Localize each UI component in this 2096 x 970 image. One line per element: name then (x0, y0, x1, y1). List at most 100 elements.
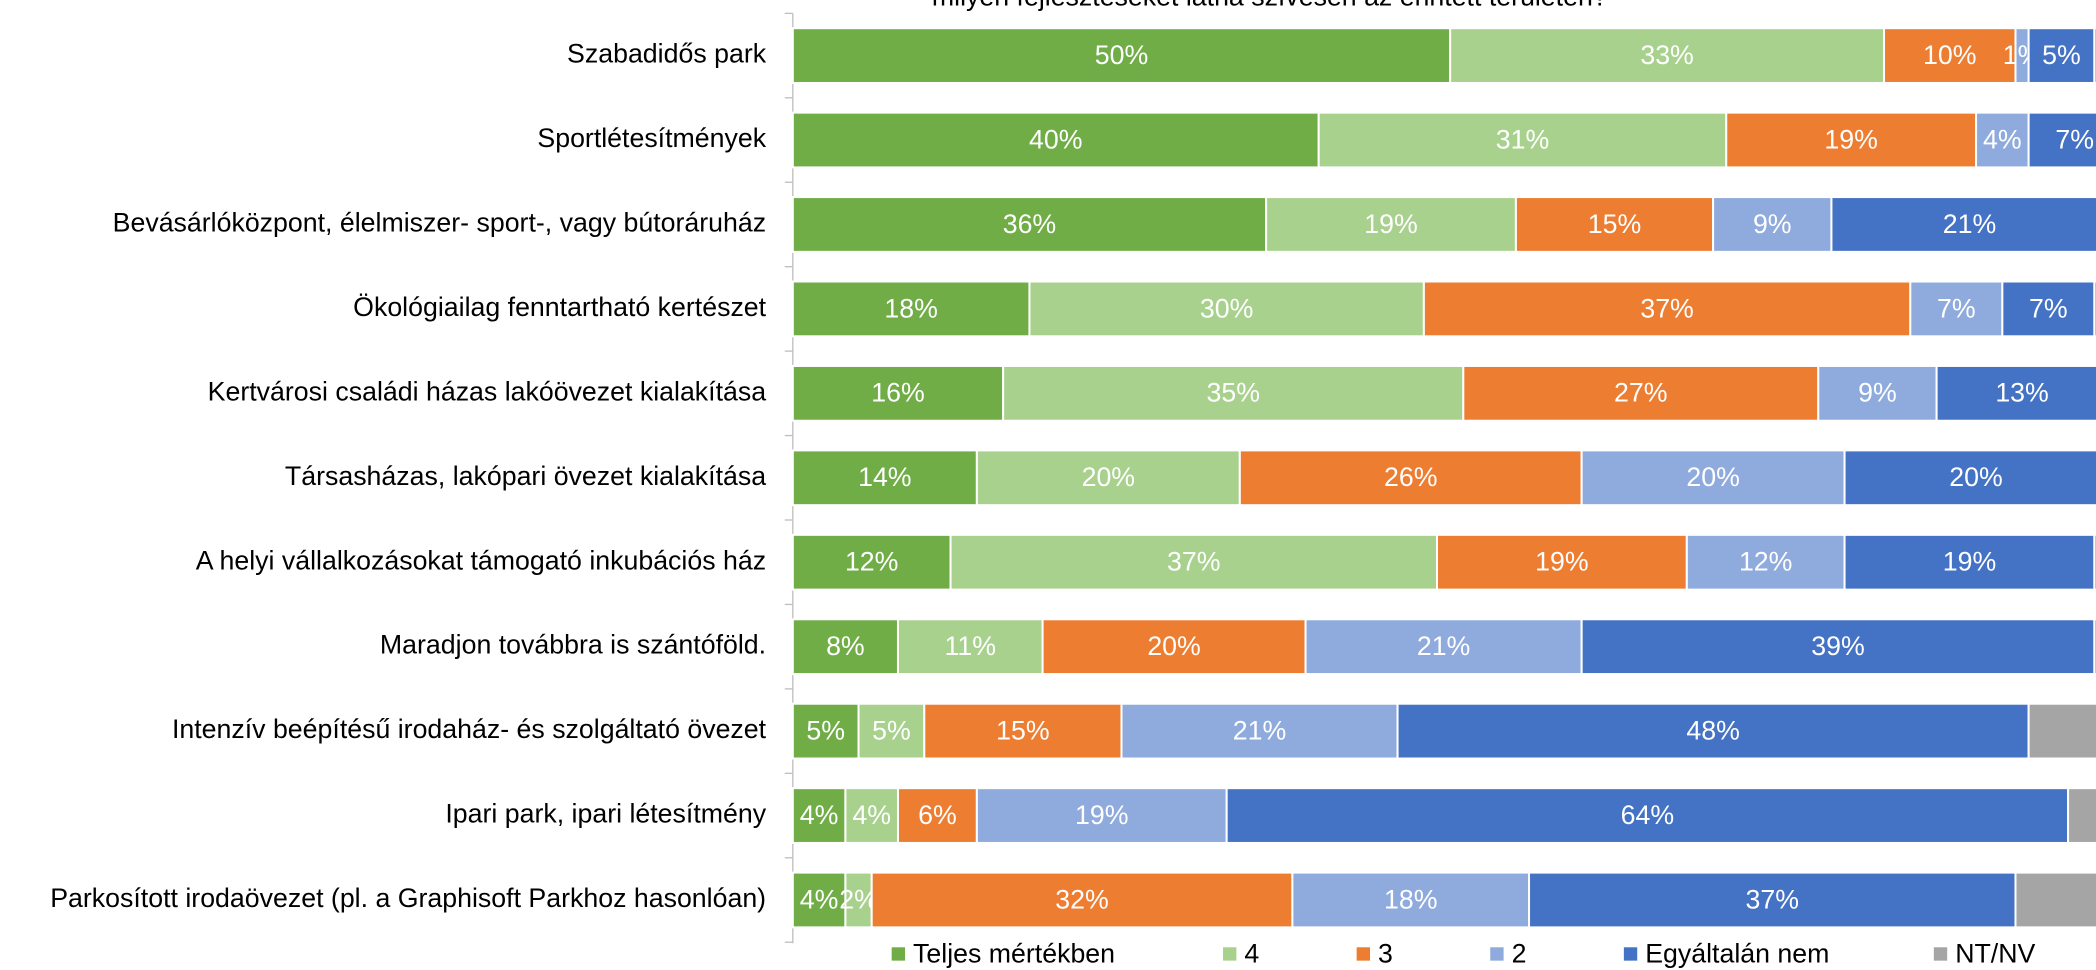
bar-segment (1909, 280, 2004, 338)
bar-segment (1725, 111, 1978, 169)
bar-segment (1685, 533, 1846, 591)
value-label: 37% (1167, 547, 1220, 577)
legend-marker (1490, 947, 1504, 961)
value-label: 4% (852, 800, 891, 830)
category-label: Szabadidős park (567, 39, 767, 69)
value-label: 4% (800, 884, 839, 914)
legend-label: 4 (1244, 938, 1259, 968)
legend-marker (1223, 947, 1237, 961)
bar-segment (2093, 618, 2096, 676)
bar-segment (791, 280, 1031, 338)
category-label: Ipari park, ipari létesítmény (445, 799, 766, 829)
value-label: 20% (1082, 462, 1135, 492)
bar-segment (896, 787, 978, 844)
category-label: A helyi vállalkozásokat támogató inkubác… (196, 545, 766, 575)
value-label: 19% (1364, 209, 1417, 239)
bar-segment (1935, 364, 2096, 422)
bar-segment (2027, 702, 2096, 760)
value-label: 10% (1923, 40, 1976, 70)
value-label: 13% (1995, 378, 2048, 408)
category-label: Ökológiailag fenntartható kertészet (353, 292, 766, 322)
bar-segment (1028, 280, 1425, 338)
bar-segment (791, 364, 1005, 422)
value-label: 26% (1384, 462, 1437, 492)
bar-segment (1830, 196, 2096, 253)
bar-segment (1396, 702, 2030, 760)
value-label: 16% (871, 378, 924, 408)
legend-marker (1623, 947, 1638, 961)
bar-segment (1514, 196, 1715, 253)
bar-segment (1120, 702, 1399, 760)
bar-segment (844, 871, 873, 929)
value-label: 39% (1811, 631, 1864, 661)
bar-segment (1817, 364, 1938, 422)
value-label: 4% (800, 800, 839, 830)
bar-segment (791, 533, 952, 591)
bar-segment (975, 787, 1228, 844)
value-label: 20% (1147, 631, 1200, 661)
value-label: 6% (918, 800, 957, 830)
bar-segment (1580, 618, 2096, 676)
legend-label: Egyáltalán nem (1645, 938, 1829, 968)
bar-segment (2067, 787, 2096, 844)
value-label: 7% (2055, 124, 2094, 154)
value-label: 15% (1588, 209, 1641, 239)
value-label: 37% (1746, 884, 1799, 914)
value-label: 14% (858, 462, 911, 492)
bar-segment (1304, 618, 1583, 676)
bar-segment (2093, 280, 2096, 338)
bar-segment (1238, 449, 1583, 507)
value-label: 18% (884, 293, 937, 323)
bar-segment (1843, 533, 2096, 591)
category-label: Intenzív beépítésű irodaház- és szolgált… (172, 714, 767, 744)
bar-segment (1843, 449, 2096, 507)
value-label: 21% (1943, 209, 1996, 239)
bar-segment (1449, 27, 1886, 84)
value-label: 19% (1824, 124, 1877, 154)
value-label: 27% (1614, 378, 1667, 408)
bar-segment (1422, 280, 1912, 338)
value-label: 31% (1496, 124, 1549, 154)
legend-marker (891, 947, 906, 961)
legend-label: NT/NV (1955, 938, 2035, 968)
value-label: 21% (1417, 631, 1470, 661)
bar-segment (2001, 280, 2096, 338)
bar-segment (791, 871, 847, 929)
legend-label: Teljes mértékben (913, 938, 1115, 968)
bar-segment (1462, 364, 1820, 422)
value-label: 12% (1739, 547, 1792, 577)
value-label: 32% (1055, 884, 1108, 914)
category-label: Bevásárlóközpont, élelmiszer- sport-, va… (113, 208, 766, 238)
value-label: 5% (806, 716, 845, 746)
value-label: 7% (1937, 293, 1976, 323)
value-label: 40% (1029, 124, 1082, 154)
value-label: 20% (1949, 462, 2002, 492)
bar-segment (2093, 27, 2096, 84)
value-label: 18% (1384, 884, 1437, 914)
value-label: 9% (1753, 209, 1792, 239)
legend-label: 3 (1378, 938, 1393, 968)
bar-segment (1225, 787, 2070, 844)
bar-segment (857, 702, 926, 760)
category-label: Társasházas, lakópari övezet kialakítása (285, 461, 766, 491)
bar-segment (791, 449, 978, 507)
chart-title: milyen fejlesztéseket látna szívesen az … (932, 0, 1608, 12)
value-label: 8% (826, 631, 865, 661)
value-label: 33% (1640, 40, 1693, 70)
value-label: 19% (1075, 800, 1128, 830)
value-label: 11% (945, 631, 997, 661)
legend-marker (1356, 947, 1370, 961)
value-label: 30% (1200, 293, 1253, 323)
value-label: 48% (1686, 716, 1739, 746)
bar-segment (2014, 871, 2096, 929)
value-label: 12% (845, 547, 898, 577)
value-label: 64% (1621, 800, 1674, 830)
value-label: 5% (2042, 40, 2081, 70)
bar-segment (791, 618, 899, 676)
bar-segment (949, 533, 1439, 591)
bar-segment (1712, 196, 1833, 253)
value-label: 36% (1003, 209, 1056, 239)
bar-segment (791, 196, 1268, 253)
value-label: 20% (1686, 462, 1739, 492)
value-label: 9% (1858, 378, 1897, 408)
